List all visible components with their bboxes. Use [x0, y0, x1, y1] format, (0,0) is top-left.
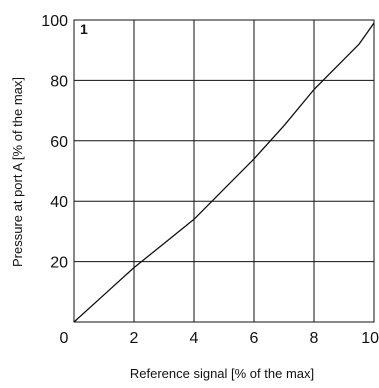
plot-frame — [73, 19, 375, 323]
y-tick-label: 100 — [41, 13, 68, 30]
x-tick-label: 2 — [130, 330, 139, 347]
panel-label: 1 — [80, 21, 88, 37]
x-axis-title: Reference signal [% of the max] — [130, 366, 314, 381]
y-tick-label: 40 — [50, 194, 68, 211]
x-tick-label: 4 — [190, 330, 199, 347]
x-tick-label: 10 — [361, 330, 379, 347]
x-tick-label: 0 — [60, 330, 69, 347]
pressure-curve — [73, 22, 375, 323]
y-tick-label: 60 — [50, 134, 68, 151]
x-tick-label: 6 — [250, 330, 259, 347]
x-tick-label: 8 — [310, 330, 319, 347]
y-axis-title: Pressure at port A [% of the max] — [10, 77, 25, 267]
line-layer — [73, 22, 375, 323]
y-tick-label: 80 — [50, 73, 68, 90]
tick-label-layer: 0 2 4 6 8 10 20 40 60 80 100 — [41, 13, 379, 347]
grid-layer — [73, 19, 375, 323]
y-tick-label: 20 — [50, 255, 68, 272]
